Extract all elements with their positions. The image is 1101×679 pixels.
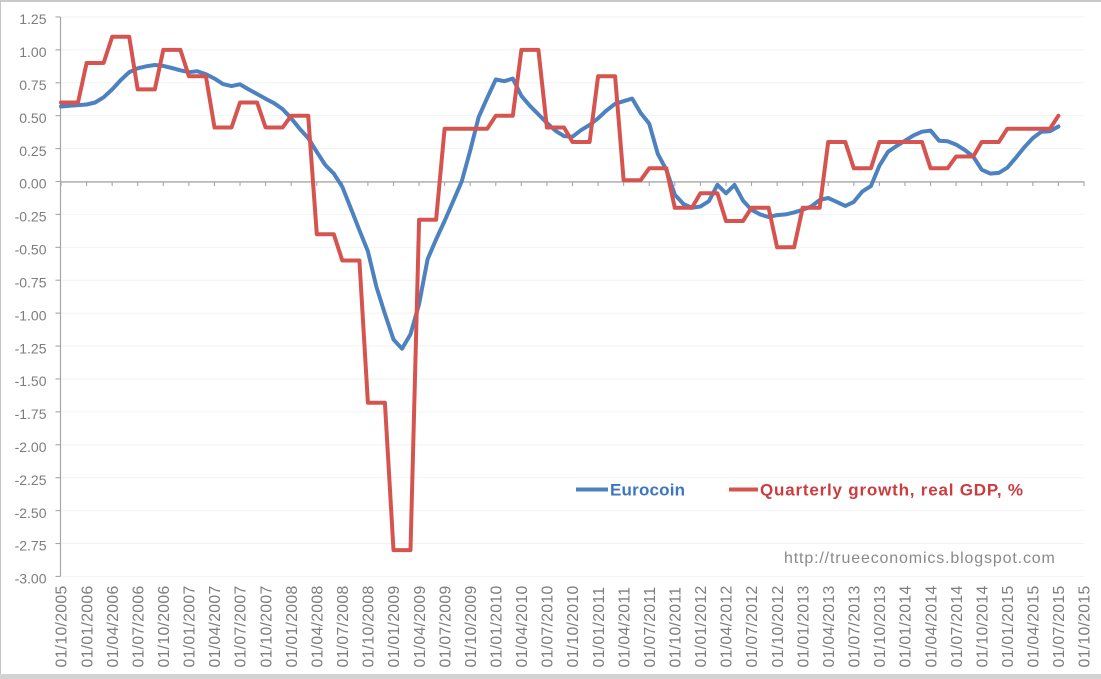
svg-text:01/10/2010: 01/10/2010 — [565, 585, 582, 667]
svg-text:01/10/2008: 01/10/2008 — [361, 585, 378, 667]
svg-text:01/10/2006: 01/10/2006 — [156, 585, 173, 667]
svg-text:-2.50: -2.50 — [15, 505, 47, 521]
svg-text:01/01/2006: 01/01/2006 — [79, 585, 96, 667]
svg-text:01/07/2006: 01/07/2006 — [130, 585, 147, 667]
svg-text:-2.00: -2.00 — [15, 439, 47, 455]
svg-text:0.50: 0.50 — [19, 110, 46, 126]
svg-text:01/04/2013: 01/04/2013 — [821, 585, 838, 667]
svg-text:01/10/2005: 01/10/2005 — [54, 585, 71, 667]
svg-text:Quarterly growth, real GDP, %: Quarterly growth, real GDP, % — [760, 481, 1024, 500]
svg-text:01/10/2007: 01/10/2007 — [258, 585, 275, 667]
svg-text:01/04/2015: 01/04/2015 — [1026, 585, 1043, 667]
svg-text:0.00: 0.00 — [19, 176, 46, 192]
svg-text:01/07/2012: 01/07/2012 — [744, 585, 761, 667]
svg-text:-1.00: -1.00 — [15, 307, 47, 323]
svg-text:-1.50: -1.50 — [15, 373, 47, 389]
svg-text:01/01/2011: 01/01/2011 — [591, 587, 608, 668]
svg-text:01/04/2008: 01/04/2008 — [309, 585, 326, 667]
svg-text:-2.75: -2.75 — [15, 538, 47, 554]
svg-text:-0.75: -0.75 — [15, 274, 47, 290]
svg-text:01/10/2011: 01/10/2011 — [668, 587, 685, 668]
svg-text:01/04/2014: 01/04/2014 — [923, 585, 940, 667]
svg-text:01/04/2010: 01/04/2010 — [514, 585, 531, 667]
svg-text:01/01/2010: 01/01/2010 — [488, 585, 505, 667]
svg-text:01/07/2011: 01/07/2011 — [642, 587, 659, 668]
svg-text:http://trueeconomics.blogspot.: http://trueeconomics.blogspot.com — [784, 550, 1056, 567]
svg-text:01/01/2014: 01/01/2014 — [898, 585, 915, 667]
svg-text:01/04/2012: 01/04/2012 — [719, 585, 736, 667]
svg-text:01/07/2009: 01/07/2009 — [437, 585, 454, 667]
svg-text:01/10/2009: 01/10/2009 — [463, 585, 480, 667]
svg-text:01/04/2007: 01/04/2007 — [207, 585, 224, 667]
svg-text:1.25: 1.25 — [19, 11, 46, 27]
svg-text:01/04/2011: 01/04/2011 — [616, 587, 633, 668]
svg-text:01/07/2007: 01/07/2007 — [233, 585, 250, 667]
svg-text:-1.75: -1.75 — [15, 406, 47, 422]
svg-text:01/01/2012: 01/01/2012 — [693, 585, 710, 667]
svg-text:-0.50: -0.50 — [15, 242, 47, 258]
svg-text:01/01/2007: 01/01/2007 — [182, 585, 199, 667]
svg-text:01/07/2014: 01/07/2014 — [949, 585, 966, 667]
svg-text:01/10/2012: 01/10/2012 — [770, 585, 787, 667]
svg-text:01/07/2010: 01/07/2010 — [540, 585, 557, 667]
svg-text:Eurocoin: Eurocoin — [610, 481, 685, 500]
svg-text:01/07/2008: 01/07/2008 — [335, 585, 352, 667]
svg-text:01/10/2014: 01/10/2014 — [974, 585, 991, 667]
svg-text:01/04/2009: 01/04/2009 — [412, 585, 429, 667]
svg-text:01/07/2013: 01/07/2013 — [847, 585, 864, 667]
svg-text:01/01/2008: 01/01/2008 — [284, 585, 301, 667]
svg-text:-0.25: -0.25 — [15, 209, 47, 225]
svg-text:-1.25: -1.25 — [15, 340, 47, 356]
svg-text:01/10/2015: 01/10/2015 — [1077, 585, 1094, 667]
svg-text:01/01/2013: 01/01/2013 — [795, 585, 812, 667]
svg-text:01/07/2015: 01/07/2015 — [1051, 585, 1068, 667]
svg-text:0.75: 0.75 — [19, 77, 46, 93]
svg-text:-3.00: -3.00 — [15, 571, 47, 587]
svg-text:01/01/2015: 01/01/2015 — [1000, 585, 1017, 667]
svg-text:1.00: 1.00 — [19, 44, 46, 60]
svg-text:01/01/2009: 01/01/2009 — [386, 585, 403, 667]
svg-text:01/04/2006: 01/04/2006 — [105, 585, 122, 667]
svg-text:0.25: 0.25 — [19, 143, 46, 159]
svg-text:01/10/2013: 01/10/2013 — [872, 585, 889, 667]
svg-text:-2.25: -2.25 — [15, 472, 47, 488]
